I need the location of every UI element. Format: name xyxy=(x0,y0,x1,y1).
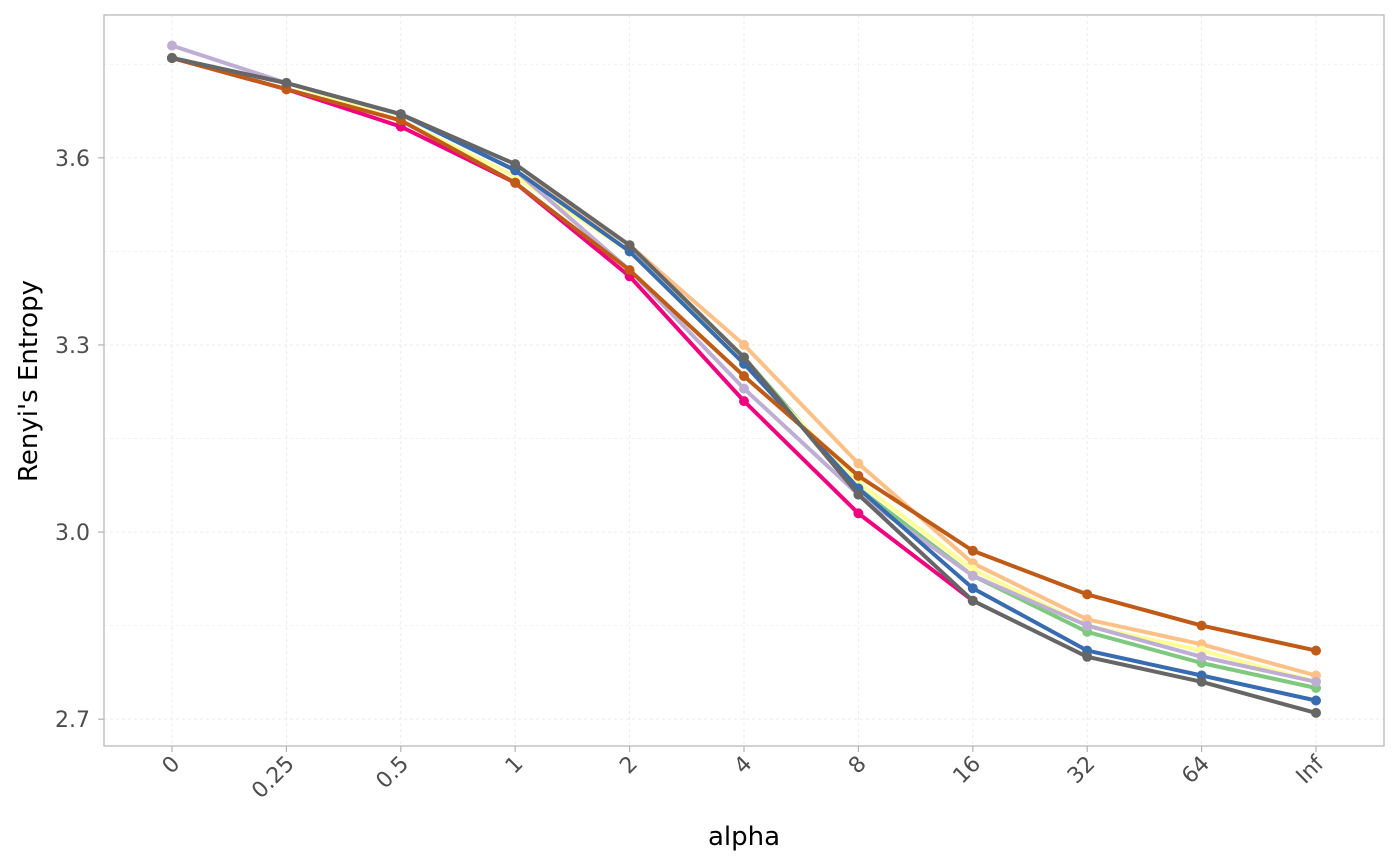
series-gray-point xyxy=(1082,651,1093,662)
series-gray-point xyxy=(395,109,406,120)
x-axis-title: alpha xyxy=(708,822,780,852)
x-tick-label: 4 xyxy=(730,752,758,780)
y-tick-label: 3.0 xyxy=(55,521,90,546)
x-tick-label: 0.25 xyxy=(247,752,299,804)
series-rust-point xyxy=(510,177,521,188)
y-tick-label: 3.3 xyxy=(55,334,90,359)
x-tick-label: 2 xyxy=(615,752,643,780)
series-gray-point xyxy=(167,53,177,63)
axis-ticks xyxy=(98,157,1317,752)
x-tick-label: 8 xyxy=(844,752,872,780)
series-rust-point xyxy=(739,371,749,382)
x-tick-label: 64 xyxy=(1177,752,1214,789)
y-axis-title: Renyi's Entropy xyxy=(14,280,44,482)
series-gray-point xyxy=(1196,676,1207,687)
series-rust-point xyxy=(1082,589,1093,600)
series-layer xyxy=(167,40,1321,718)
y-tick-label: 3.6 xyxy=(55,147,90,172)
x-tick-label: 0.5 xyxy=(372,752,414,794)
series-pink-point xyxy=(853,508,864,519)
y-tick-labels: 2.7 3.0 3.3 3.6 xyxy=(55,147,90,733)
series-gray-point xyxy=(967,595,978,606)
series-lavender-point xyxy=(1196,651,1207,662)
series-lavender-point xyxy=(739,383,749,394)
x-tick-labels: 0 0.25 0.5 1 2 4 8 16 32 64 Inf xyxy=(158,751,1330,804)
series-gray-point xyxy=(281,78,292,88)
series-lavender-point xyxy=(167,40,177,51)
series-gray-point xyxy=(624,240,635,251)
series-gray-point xyxy=(510,159,521,170)
series-lavender-point xyxy=(967,570,978,581)
series-light-orange-point xyxy=(853,458,864,469)
series-gray-point xyxy=(853,489,864,500)
series-blue-point xyxy=(967,583,978,594)
x-tick-label: 32 xyxy=(1063,752,1100,789)
series-rust-point xyxy=(1311,645,1321,656)
y-tick-label: 2.7 xyxy=(55,708,90,733)
series-rust-point xyxy=(853,470,864,481)
series-gray xyxy=(167,53,1321,718)
series-rust-point xyxy=(624,265,635,276)
series-rust xyxy=(167,53,1321,656)
series-light-orange-point xyxy=(739,339,749,350)
x-tick-label: 1 xyxy=(501,752,529,780)
series-blue-point xyxy=(1311,695,1321,706)
x-tick-label: 0 xyxy=(158,752,186,780)
series-rust-point xyxy=(1196,620,1207,631)
series-rust-point xyxy=(967,545,978,556)
series-pink xyxy=(167,53,978,606)
series-lavender-point xyxy=(1082,620,1093,631)
series-pink-line xyxy=(170,56,975,603)
series-gray-point xyxy=(1311,707,1321,718)
x-tick-label: Inf xyxy=(1292,751,1330,789)
x-tick-label: 16 xyxy=(949,752,986,789)
series-pink-point xyxy=(739,396,749,407)
series-gray-point xyxy=(739,352,749,363)
grid-lines xyxy=(104,15,1384,746)
series-lavender-point xyxy=(1311,676,1321,687)
